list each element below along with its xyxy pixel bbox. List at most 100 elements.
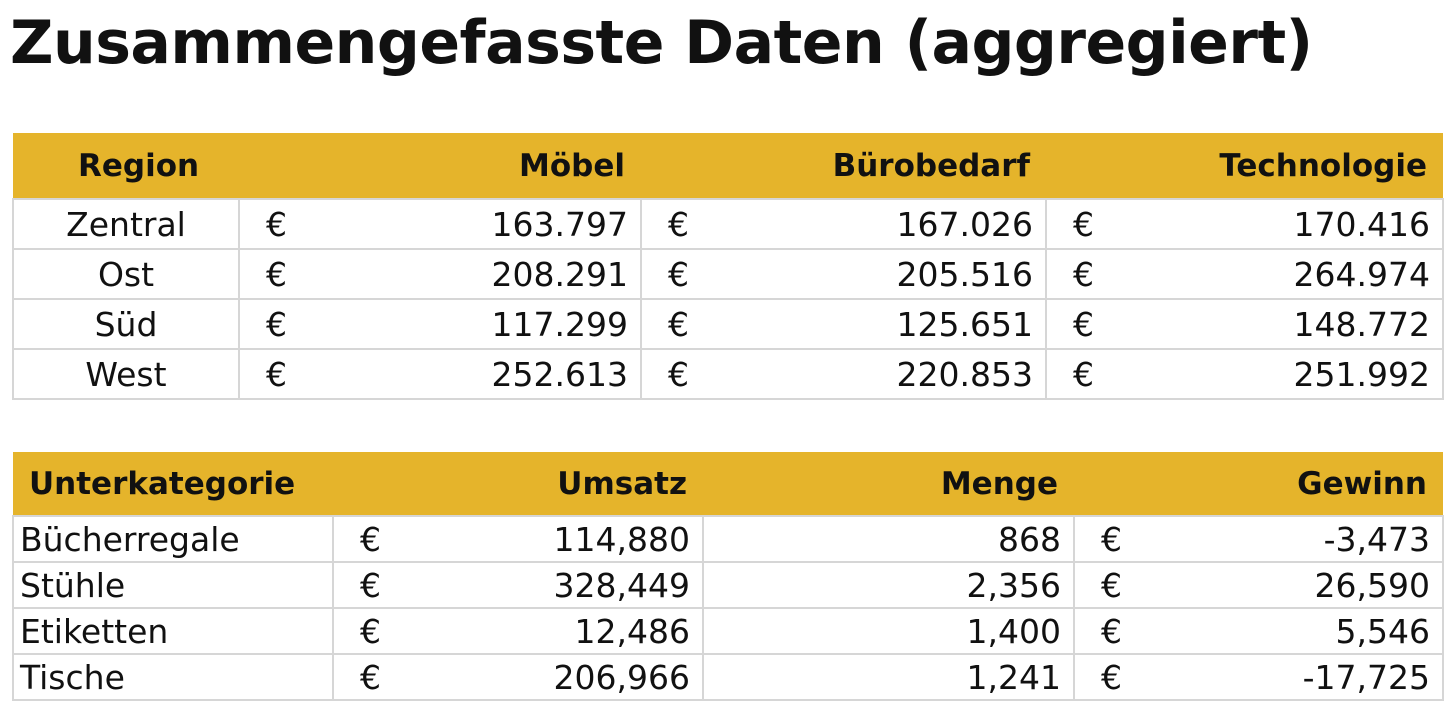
currency: € [668,354,689,394]
cell: €125.651 [640,298,1047,350]
currency: € [668,304,689,344]
cell: € -17,725 [1073,653,1444,701]
cell: €206,966 [332,653,704,701]
row-label: Ost [12,248,240,300]
column-header: Gewinn [1074,452,1443,516]
data-row: Tische €206,966 1,241 € -17,725 [12,653,1444,701]
row-label: Tische [12,653,334,701]
amount: 252.613 [491,354,628,394]
cell: €205.516 [640,248,1047,300]
column-header: Technologie [1046,133,1443,199]
amount: 328,449 [553,565,690,605]
money-cell: €208.291 [252,255,628,294]
cell: €163.797 [238,198,642,250]
cell: €26,590 [1073,561,1444,609]
money-cell: €252.613 [252,355,628,394]
cell: €148.772 [1045,298,1444,350]
cell: €12,486 [332,607,704,655]
cell: 868 [702,515,1075,563]
currency: € [1073,304,1094,344]
amount: 206,966 [553,657,690,697]
cell: € -3,473 [1073,515,1444,563]
column-header: Menge [703,452,1074,516]
row-label: Stühle [12,561,334,609]
page-title: Zusammengefasste Daten (aggregiert) [10,8,1313,78]
cell: 2,356 [702,561,1075,609]
currency: € [668,204,689,244]
amount: -3,473 [1323,519,1430,559]
amount: 148.772 [1293,304,1430,344]
amount: 208.291 [491,254,628,294]
money-cell: €148.772 [1059,305,1430,344]
money-cell: €264.974 [1059,255,1430,294]
row-label: Bücherregale [12,515,334,563]
currency: € [1073,254,1094,294]
money-cell: €206,966 [346,658,690,697]
currency: € [1101,611,1122,651]
column-header: Bürobedarf [641,133,1046,199]
money-cell: €5,546 [1087,612,1430,651]
data-row: Ost €208.291 €205.516 €264.974 [12,248,1444,300]
cell: €5,546 [1073,607,1444,655]
money-cell: €125.651 [654,305,1033,344]
cell: €208.291 [238,248,642,300]
money-cell: €328,449 [346,566,690,605]
data-row: Stühle €328,449 2,356 €26,590 [12,561,1444,609]
amount: 12,486 [574,611,690,651]
amount: -17,725 [1302,657,1430,697]
cell: €167.026 [640,198,1047,250]
amount: 1,241 [966,657,1061,697]
currency: € [360,519,381,559]
money-cell: €117.299 [252,305,628,344]
cell: 1,400 [702,607,1075,655]
cell: €251.992 [1045,348,1444,400]
amount: 220.853 [896,354,1033,394]
header-row: Unterkategorie Umsatz Menge Gewinn [13,452,1443,516]
amount: 170.416 [1293,204,1430,244]
currency: € [360,611,381,651]
data-row: Bücherregale €114,880 868 € -3,473 [12,515,1444,563]
subcategory-table: Unterkategorie Umsatz Menge Gewinn Bücherreg… [12,452,1444,701]
amount: 114,880 [553,519,690,559]
currency: € [1101,657,1122,697]
amount: 26,590 [1314,565,1430,605]
currency: € [1073,204,1094,244]
money-cell: €170.416 [1059,205,1430,244]
column-header: Region [13,133,239,199]
amount: 1,400 [966,611,1061,651]
amount: 251.992 [1293,354,1430,394]
amount: 868 [998,519,1061,559]
row-label: West [12,348,240,400]
data-row: Süd €117.299 €125.651 €148.772 [12,298,1444,350]
money-cell: € -3,473 [1087,520,1430,559]
currency: € [266,204,287,244]
cell: €170.416 [1045,198,1444,250]
money-cell: €167.026 [654,205,1033,244]
cell: €328,449 [332,561,704,609]
amount: 2,356 [966,565,1061,605]
data-row: West €252.613 €220.853 €251.992 [12,348,1444,400]
currency: € [1073,354,1094,394]
money-cell: €205.516 [654,255,1033,294]
column-header: Umsatz [333,452,703,516]
column-header: Möbel [239,133,641,199]
currency: € [266,304,287,344]
money-cell: € -17,725 [1087,658,1430,697]
row-label: Etiketten [12,607,334,655]
cell: 1,241 [702,653,1075,701]
currency: € [668,254,689,294]
money-cell: €163.797 [252,205,628,244]
cell: €264.974 [1045,248,1444,300]
money-cell: €26,590 [1087,566,1430,605]
amount: 125.651 [896,304,1033,344]
currency: € [266,354,287,394]
data-row: Zentral €163.797 €167.026 €170.416 [12,198,1444,250]
currency: € [1101,565,1122,605]
amount: 264.974 [1293,254,1430,294]
money-cell: €220.853 [654,355,1033,394]
money-cell: €12,486 [346,612,690,651]
row-label: Zentral [12,198,240,250]
cell: €117.299 [238,298,642,350]
currency: € [1101,519,1122,559]
amount: 163.797 [491,204,628,244]
